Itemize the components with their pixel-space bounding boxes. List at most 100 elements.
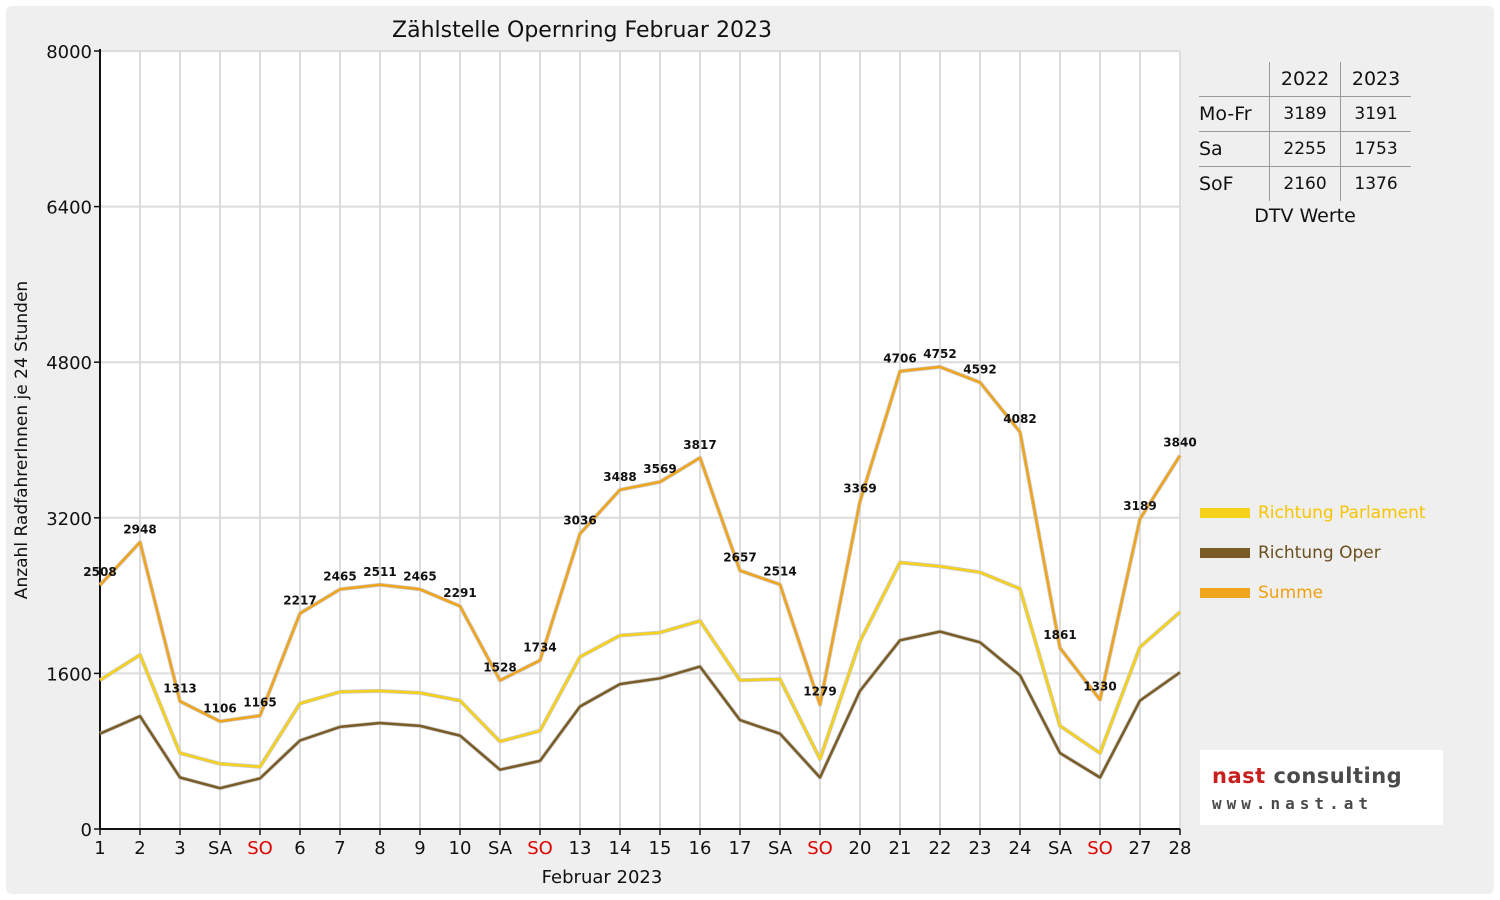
y-axis-label: Anzahl RadfahrerInnen je 24 Stunden: [12, 281, 32, 599]
x-tick-label: SO: [1087, 838, 1113, 859]
x-tick-label: 2: [134, 838, 145, 859]
series-line-richtung-parlament: [99, 561, 1181, 769]
x-tick-label: 22: [929, 838, 952, 859]
x-tick-label: SA: [1048, 838, 1073, 859]
x-axis-label: Februar 2023: [542, 867, 663, 888]
legend-label: Richtung Parlament: [1258, 503, 1426, 523]
data-label: 1279: [803, 685, 836, 699]
legend-swatch: [1200, 508, 1250, 518]
data-label: 4082: [1003, 412, 1036, 426]
legend-item-oper: Richtung Oper: [1200, 533, 1426, 573]
y-tick-label: 0: [81, 820, 92, 841]
x-tick-label: 14: [609, 838, 632, 859]
data-label: 2514: [763, 565, 796, 579]
grid: [100, 50, 1181, 829]
dtv-value: 1376: [1340, 166, 1411, 201]
dtv-row-label: Sa: [1199, 131, 1270, 167]
dtv-table: 2022 2023 Mo-Fr 3189 3191 Sa 2255 1753 S…: [1199, 62, 1411, 227]
data-label: 1313: [163, 681, 196, 695]
dtv-header-row: 2022 2023: [1199, 62, 1411, 97]
x-tick-label: 28: [1169, 838, 1192, 859]
dtv-value: 2160: [1268, 166, 1341, 201]
data-label: 2948: [123, 522, 156, 536]
data-label: 1106: [203, 701, 236, 715]
data-label: 1734: [523, 640, 556, 654]
x-tick-label: 21: [889, 838, 912, 859]
x-tick-label: SO: [807, 838, 833, 859]
data-label: 4706: [883, 351, 916, 365]
dtv-col-2022: 2022: [1268, 62, 1341, 97]
dtv-value: 2255: [1268, 131, 1341, 167]
data-label: 2465: [403, 569, 436, 583]
logo-consulting: consulting: [1265, 764, 1403, 788]
data-label: 3817: [683, 438, 716, 452]
legend-swatch: [1200, 588, 1250, 598]
dtv-row-label: Mo-Fr: [1199, 96, 1270, 132]
data-labels: 2508 2948 1313 1106 1165 2217 2465 2511 2465 2291…: [83, 347, 1196, 716]
dtv-value: 1753: [1340, 131, 1411, 167]
nast-consulting-logo: nast consulting www.nast.at: [1200, 750, 1443, 825]
dtv-corner: [1199, 62, 1270, 97]
data-label: 2508: [83, 565, 116, 579]
x-tick-label: SA: [488, 838, 513, 859]
data-label: 3840: [1163, 436, 1196, 450]
y-tick-label: 4800: [46, 353, 92, 374]
x-tick-label: 24: [1009, 838, 1032, 859]
data-label: 2217: [283, 593, 316, 607]
x-tick-label: 1: [94, 838, 105, 859]
series-layer: [98, 364, 1182, 791]
x-tick-label: 3: [174, 838, 185, 859]
x-tick-label: SO: [527, 838, 553, 859]
series-line-richtung-oper: [99, 630, 1181, 790]
x-tick-label: 20: [849, 838, 872, 859]
x-tick-label: 10: [449, 838, 472, 859]
x-tick-label: SA: [768, 838, 793, 859]
dtv-row-sof: SoF 2160 1376: [1199, 166, 1411, 201]
series-line-summe: [99, 365, 1182, 723]
x-tick-label: 15: [649, 838, 672, 859]
x-tick-label: 9: [414, 838, 425, 859]
x-tick-label: 8: [374, 838, 385, 859]
data-label: 1165: [243, 696, 276, 710]
x-tick-label: SA: [208, 838, 233, 859]
x-tick-label: 6: [294, 838, 305, 859]
x-tick-label: 16: [689, 838, 712, 859]
data-label: 2291: [443, 586, 476, 600]
plot-area: [100, 51, 1180, 829]
data-label: 4592: [963, 362, 996, 376]
y-tick-label: 6400: [46, 198, 92, 219]
legend-label: Richtung Oper: [1258, 543, 1381, 563]
data-label: 2657: [723, 551, 756, 565]
data-label: 3189: [1123, 499, 1156, 513]
logo-nast: nast: [1212, 764, 1266, 788]
chart-title: Zählstelle Opernring Februar 2023: [392, 18, 772, 43]
legend-label: Summe: [1258, 583, 1324, 603]
y-tick-label: 8000: [46, 42, 92, 63]
legend: Richtung Parlament Richtung Oper Summe: [1200, 493, 1426, 613]
data-label: 3036: [563, 514, 596, 528]
data-label: 1528: [483, 660, 516, 674]
dtv-value: 3189: [1268, 96, 1341, 132]
dtv-caption: DTV Werte: [1254, 205, 1356, 227]
x-tick-label: 23: [969, 838, 992, 859]
dtv-row-sa: Sa 2255 1753: [1199, 131, 1411, 167]
data-label: 4752: [923, 347, 956, 361]
dtv-row-mofr: Mo-Fr 3189 3191: [1199, 96, 1411, 132]
y-tick-label: 1600: [46, 664, 92, 685]
x-tick-label: 13: [569, 838, 592, 859]
logo-url: www.nast.at: [1212, 794, 1373, 813]
x-tick-label: SO: [247, 838, 273, 859]
data-label: 2511: [363, 565, 396, 579]
legend-item-parlament: Richtung Parlament: [1200, 493, 1426, 533]
x-tick-label: 27: [1129, 838, 1152, 859]
legend-item-summe: Summe: [1200, 573, 1426, 613]
legend-swatch: [1200, 548, 1250, 558]
data-label: 1330: [1083, 680, 1116, 694]
data-label: 1861: [1043, 628, 1076, 642]
x-tick-label: 17: [729, 838, 752, 859]
dtv-col-2023: 2023: [1340, 62, 1411, 97]
dtv-value: 3191: [1340, 96, 1411, 132]
data-label: 3488: [603, 470, 636, 484]
